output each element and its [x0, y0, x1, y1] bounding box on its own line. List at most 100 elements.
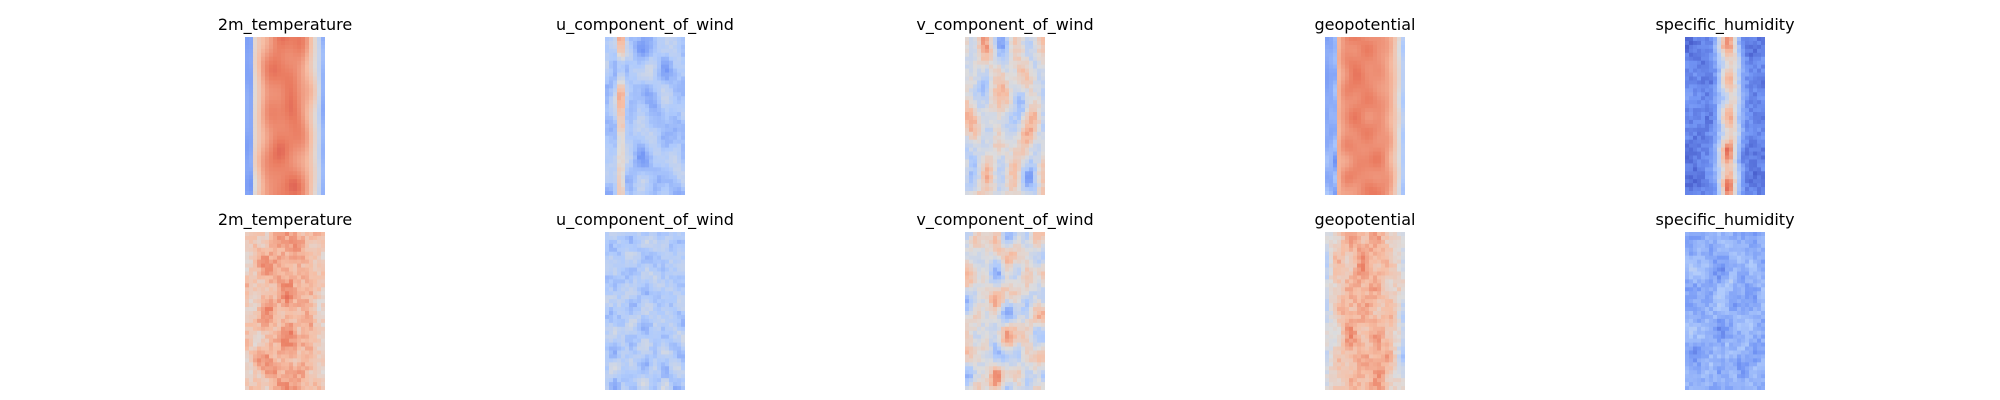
heatmap-cell [1397, 72, 1402, 77]
heatmap-cell [629, 56, 634, 62]
heatmap-cell [1037, 52, 1042, 58]
heatmap-cell [681, 44, 685, 50]
heatmap-cell [1385, 96, 1390, 101]
heatmap-cell [269, 171, 274, 176]
heatmap-cell [301, 338, 306, 343]
heatmap-cell [1685, 104, 1690, 109]
heatmap-cell [613, 56, 618, 62]
heatmap-cell [1029, 48, 1034, 54]
heatmap-cell [1709, 80, 1714, 85]
heatmap-cell [289, 374, 294, 379]
heatmap-cell [673, 187, 678, 192]
heatmap-cell [1389, 100, 1394, 105]
heatmap-cell [1393, 64, 1398, 69]
heatmap-cell [257, 108, 262, 113]
heatmap-cell [657, 167, 662, 172]
heatmap-cell [249, 307, 254, 312]
heatmap-cell [1037, 187, 1042, 192]
heatmap-cell [665, 243, 670, 249]
heatmap-cell [245, 143, 250, 148]
heatmap-cell [613, 92, 618, 97]
heatmap-cell [997, 112, 1002, 117]
heatmap-cell [1373, 104, 1378, 109]
heatmap-cell [621, 72, 626, 77]
heatmap-cell [1325, 68, 1330, 73]
heatmap-cell [269, 88, 274, 93]
heatmap-cell [661, 259, 666, 264]
heatmap-cell [1361, 163, 1366, 168]
heatmap-cell [1345, 175, 1350, 180]
heatmap-cell [969, 112, 974, 117]
heatmap-cell [629, 251, 634, 257]
heatmap-cell [1017, 167, 1022, 172]
heatmap-cell [661, 163, 666, 168]
heatmap-cell [265, 123, 270, 129]
heatmap-cell [317, 271, 322, 276]
heatmap-cell [1721, 68, 1726, 73]
heatmap-cell [317, 370, 322, 375]
heatmap-cell [629, 116, 634, 121]
heatmap-cell [637, 191, 642, 195]
heatmap-cell [665, 48, 670, 54]
heatmap-cell [1373, 96, 1378, 101]
heatmap-cell [661, 76, 666, 81]
heatmap-cell [309, 338, 314, 343]
heatmap-cell [285, 37, 290, 42]
heatmap-cell [293, 151, 298, 156]
heatmap-cell [1357, 48, 1362, 54]
heatmap-cell [1685, 191, 1690, 195]
heatmap-cell [293, 64, 298, 69]
heatmap-cell [249, 52, 254, 58]
heatmap-cell [1693, 135, 1698, 141]
heatmap-cell [1029, 187, 1034, 192]
heatmap-cell [289, 119, 294, 125]
heatmap-cell [1365, 104, 1370, 109]
heatmap-cell [249, 346, 254, 351]
heatmap-cell [297, 112, 302, 117]
heatmap-cell [269, 187, 274, 192]
heatmap-cell [1033, 37, 1038, 42]
heatmap-cell [1373, 52, 1378, 58]
heatmap-cell [1697, 37, 1702, 42]
heatmap-cell [261, 374, 266, 379]
heatmap-cell [1001, 147, 1006, 152]
heatmap-cell [317, 299, 322, 304]
heatmap-cell [1741, 60, 1746, 66]
heatmap-cell [1701, 175, 1706, 180]
heatmap-cell [301, 147, 306, 152]
heatmap-cell [681, 163, 685, 168]
heatmap-cell [321, 307, 325, 312]
heatmap-cell [993, 108, 998, 113]
heatmap-cell [257, 119, 262, 125]
heatmap-cell [653, 131, 658, 137]
heatmap-cell [1341, 119, 1346, 125]
heatmap-cell [973, 56, 978, 62]
heatmap-cell [253, 56, 258, 62]
heatmap-cell [661, 44, 666, 50]
heatmap-cell [309, 139, 314, 145]
heatmap-cell [285, 330, 290, 336]
heatmap-cell [609, 163, 614, 168]
heatmap-cell [653, 40, 658, 46]
heatmap-cell [1717, 191, 1722, 195]
heatmap-cell [289, 139, 294, 145]
heatmap-cell [1713, 119, 1718, 125]
heatmap-cell [1749, 100, 1754, 105]
heatmap-cell [1033, 60, 1038, 66]
heatmap-cell [1005, 104, 1010, 109]
heatmap-cell [1373, 112, 1378, 117]
heatmap-cell [613, 48, 618, 54]
heatmap-cell [1341, 163, 1346, 168]
heatmap-cell [665, 64, 670, 69]
heatmap-cell [637, 255, 642, 261]
heatmap-cell [1349, 72, 1354, 77]
heatmap-cell [1365, 44, 1370, 50]
heatmap-cell [301, 92, 306, 97]
heatmap-cell [261, 326, 266, 332]
heatmap-cell [245, 271, 250, 276]
heatmap-cell [677, 127, 682, 133]
heatmap-cell [641, 112, 646, 117]
heatmap-cell [1025, 92, 1030, 97]
heatmap-cell [265, 235, 270, 241]
heatmap-cell [1365, 187, 1370, 192]
